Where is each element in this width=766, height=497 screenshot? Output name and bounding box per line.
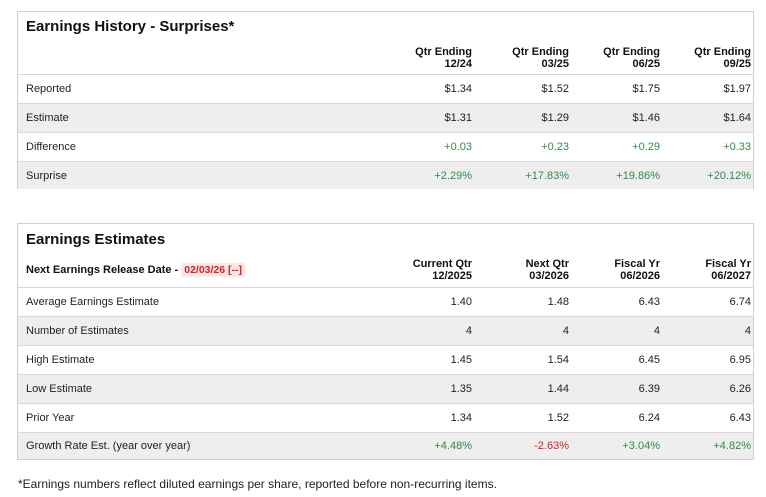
table-cell: 6.43	[638, 296, 660, 308]
next-release-label: Next Earnings Release Date -	[26, 264, 179, 276]
table-cell: 1.52	[547, 412, 569, 424]
table-cell: 6.43	[729, 412, 751, 424]
table-row: Number of Estimates 4 4 4 4	[18, 316, 753, 345]
table-row: Growth Rate Est. (year over year) +4.48%…	[18, 432, 753, 459]
table-cell: 4	[465, 325, 472, 337]
column-header: Next Qtr 03/2026	[525, 258, 569, 282]
table-cell: +0.23	[541, 141, 569, 153]
surprises-header-row: Qtr Ending 12/24 Qtr Ending 03/25 Qtr Endi…	[18, 42, 753, 74]
column-header: Qtr Ending 09/25	[694, 46, 751, 70]
table-cell: +4.82%	[713, 440, 751, 452]
table-cell: +0.03	[444, 141, 472, 153]
table-cell: $1.34	[444, 83, 472, 95]
estimates-header-row: Next Earnings Release Date -02/03/26 [--…	[18, 253, 753, 287]
row-label: Number of Estimates	[26, 325, 129, 337]
table-cell: +19.86%	[616, 169, 660, 182]
column-header: Fiscal Yr 06/2027	[705, 258, 751, 282]
table-cell: +20.12%	[707, 169, 751, 182]
table-cell: +3.04%	[622, 440, 660, 452]
row-label: Difference	[26, 141, 76, 153]
column-header: Qtr Ending 06/25	[603, 46, 660, 70]
table-cell: +2.29%	[434, 169, 472, 182]
table-cell: 6.95	[729, 354, 751, 366]
table-row: Surprise +2.29% +17.83% +19.86% +20.12%	[18, 161, 753, 189]
table-cell: 4	[562, 325, 569, 337]
table-cell: 4	[744, 325, 751, 337]
table-row: Estimate $1.31 $1.29 $1.46 $1.64	[18, 103, 753, 132]
table-cell: 1.44	[547, 383, 569, 395]
column-header: Qtr Ending 03/25	[512, 46, 569, 70]
row-label: High Estimate	[26, 354, 95, 366]
estimates-title: Earnings Estimates	[26, 231, 166, 248]
table-cell: +4.48%	[434, 440, 472, 452]
row-label: Low Estimate	[26, 383, 93, 395]
earnings-surprises-panel: Earnings History - Surprises* Qtr Ending…	[17, 11, 754, 189]
column-header: Current Qtr 12/2025	[412, 258, 472, 282]
table-cell: $1.64	[723, 112, 751, 124]
table-cell: +17.83%	[525, 169, 569, 182]
next-release: Next Earnings Release Date -02/03/26 [--…	[18, 263, 398, 277]
table-cell: 1.45	[450, 354, 472, 366]
table-cell: +0.29	[632, 141, 660, 153]
earnings-estimates-panel: Earnings Estimates Next Earnings Release…	[17, 223, 754, 460]
table-cell: -2.63%	[534, 440, 569, 452]
table-cell: 1.34	[450, 412, 472, 424]
column-header: Fiscal Yr 06/2026	[614, 258, 660, 282]
table-cell: 1.35	[450, 383, 472, 395]
row-label: Surprise	[26, 169, 67, 182]
table-cell: $1.97	[723, 83, 751, 95]
row-label: Estimate	[26, 112, 69, 124]
table-cell: 6.26	[729, 383, 751, 395]
table-row: Difference +0.03 +0.23 +0.29 +0.33	[18, 132, 753, 161]
table-cell: $1.75	[632, 83, 660, 95]
row-label: Growth Rate Est. (year over year)	[26, 440, 191, 452]
row-label: Reported	[26, 83, 72, 95]
table-cell: 4	[653, 325, 660, 337]
table-cell: $1.31	[444, 112, 472, 124]
row-label: Prior Year	[26, 412, 75, 424]
table-row: Prior Year 1.34 1.52 6.24 6.43	[18, 403, 753, 432]
table-row: Average Earnings Estimate 1.40 1.48 6.43…	[18, 287, 753, 316]
table-row: Low Estimate 1.35 1.44 6.39 6.26	[18, 374, 753, 403]
table-cell: 6.74	[729, 296, 751, 308]
table-cell: $1.52	[541, 83, 569, 95]
next-release-date[interactable]: 02/03/26 [--]	[181, 263, 246, 277]
column-header: Qtr Ending 12/24	[415, 46, 472, 70]
table-cell: 6.24	[638, 412, 660, 424]
table-cell: $1.46	[632, 112, 660, 124]
table-cell: +0.33	[723, 141, 751, 153]
footnote: *Earnings numbers reflect diluted earnin…	[18, 477, 497, 491]
table-row: High Estimate 1.45 1.54 6.45 6.95	[18, 345, 753, 374]
table-cell: 1.54	[547, 354, 569, 366]
surprises-title: Earnings History - Surprises*	[26, 18, 235, 35]
table-cell: 6.39	[638, 383, 660, 395]
table-cell: 6.45	[638, 354, 660, 366]
table-row: Reported $1.34 $1.52 $1.75 $1.97	[18, 74, 753, 103]
table-cell: 1.40	[450, 296, 472, 308]
table-cell: 1.48	[547, 296, 569, 308]
table-cell: $1.29	[541, 112, 569, 124]
row-label: Average Earnings Estimate	[26, 296, 160, 308]
